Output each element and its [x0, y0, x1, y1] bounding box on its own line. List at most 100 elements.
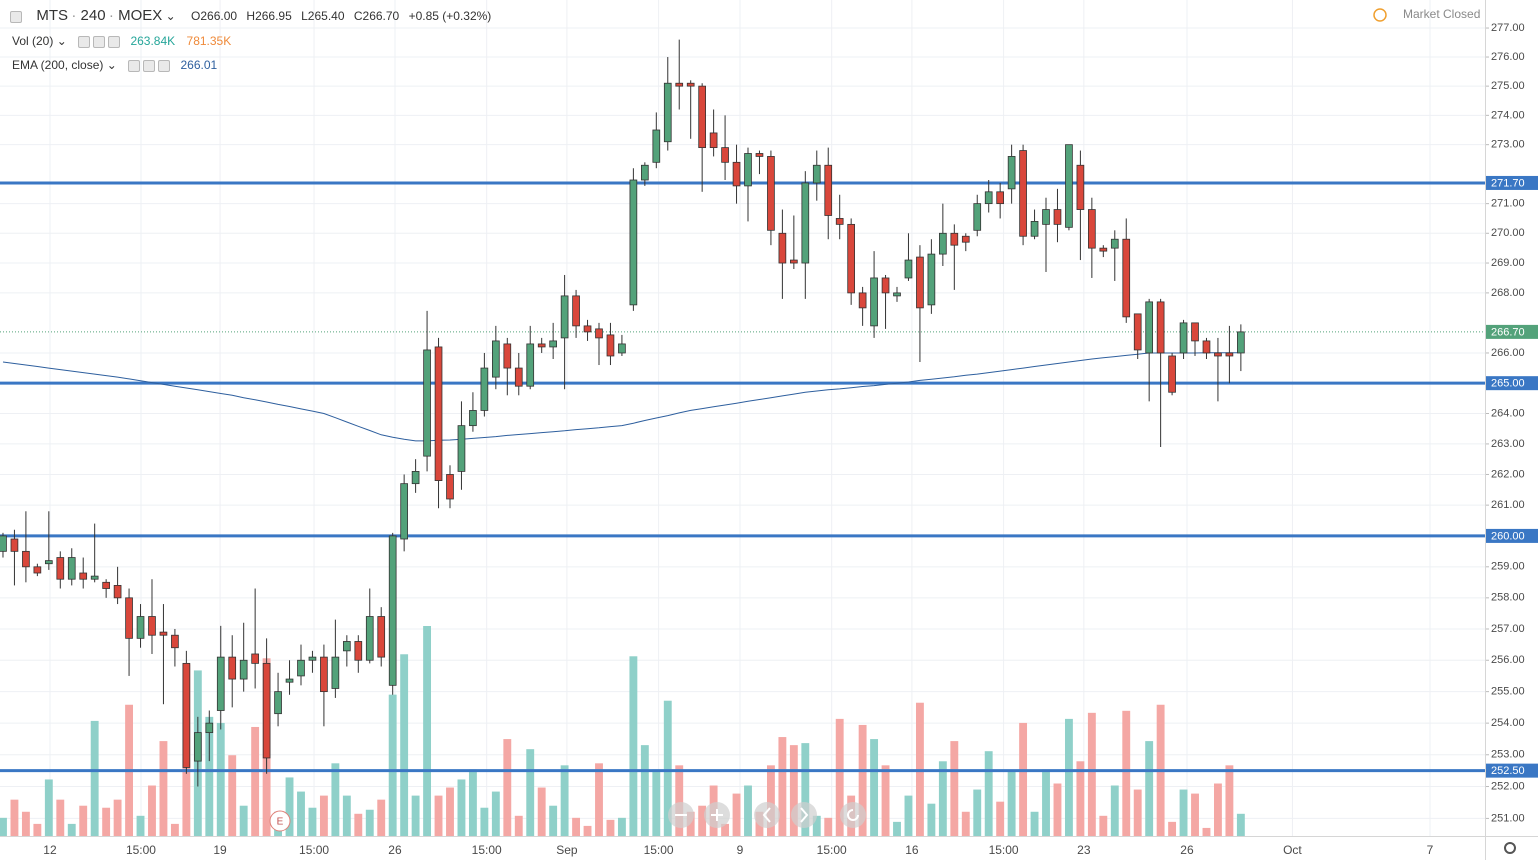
candle-body [469, 410, 477, 427]
volume-bar [629, 656, 638, 836]
candle-body [1099, 247, 1108, 252]
scroll-right-icon [800, 807, 809, 823]
reset-button[interactable] [840, 802, 866, 828]
scroll-right-button[interactable] [791, 802, 817, 828]
y-tick-label: 261.00 [1491, 499, 1525, 511]
x-tick-label: 15:00 [817, 843, 847, 857]
y-tick-label: 266.00 [1491, 347, 1525, 359]
volume-bar [285, 777, 294, 836]
ema-value: 266.01 [180, 58, 218, 72]
candle-body [56, 557, 65, 580]
volume-bar [732, 793, 741, 836]
reset-icon [847, 809, 859, 821]
volume-bar [216, 722, 225, 836]
candle-body [549, 340, 557, 348]
volume-bar [1191, 793, 1199, 836]
volume-bar [858, 724, 867, 836]
volume-bar [205, 716, 214, 836]
volume-bar [1202, 827, 1211, 836]
candle-body [365, 616, 374, 661]
candle-body [171, 634, 179, 649]
volume-bar [503, 739, 512, 836]
volume-bar [1110, 785, 1119, 836]
level-label-box [1486, 175, 1538, 190]
volume-bar [468, 769, 477, 836]
exchange: MOEX [118, 7, 163, 24]
volume-bar [1099, 815, 1108, 836]
remove-icon[interactable] [108, 35, 121, 48]
candle-body [0, 535, 7, 552]
symbol: MTS [36, 7, 69, 24]
legend-main: MTS · 240 · MOEX ⌄ O266.00 H266.95 L265.… [10, 8, 491, 24]
y-tick-label: 269.00 [1491, 257, 1525, 269]
scroll-left-button[interactable] [754, 802, 780, 828]
candle-body [102, 581, 110, 589]
candle-body [285, 678, 294, 683]
last-price-label: 266.70 [1491, 326, 1525, 338]
candle-body [400, 483, 408, 540]
candle-body [148, 616, 156, 636]
settings-small-icon[interactable] [143, 59, 156, 72]
x-tick-label: 26 [1180, 843, 1194, 857]
volume-bar [595, 763, 603, 836]
earnings-marker[interactable] [269, 810, 291, 832]
volume-bar [365, 809, 374, 836]
candle-body [1030, 221, 1039, 237]
volume-bar [1064, 718, 1073, 836]
volume-bar [938, 761, 947, 836]
volume-bar [824, 817, 833, 836]
volume-ma-value: 781.35K [186, 34, 232, 48]
x-tick-label: 15:00 [644, 843, 674, 857]
x-tick-label: 12 [43, 843, 57, 857]
y-tick-label: 271.00 [1491, 198, 1525, 210]
collapse-icon[interactable] [10, 10, 22, 23]
volume-bar [686, 811, 695, 836]
candle-body [262, 662, 271, 759]
volume-bar [33, 823, 42, 836]
candle-body [881, 277, 890, 294]
volume-bar [308, 807, 317, 836]
candle-body [583, 325, 592, 333]
volume-bar [1236, 813, 1245, 836]
candle-body [641, 164, 649, 181]
navigation-buttons[interactable] [668, 802, 866, 828]
candle-body [916, 256, 924, 309]
volume-bar [56, 799, 65, 836]
y-tick-label: 276.00 [1491, 51, 1525, 63]
volume-bar [893, 821, 901, 836]
candle-body [675, 82, 684, 87]
candle-body [537, 343, 546, 348]
eye-icon[interactable] [78, 35, 91, 48]
x-tick-label: 15:00 [472, 843, 502, 857]
volume-bar [812, 815, 821, 836]
candle-body [331, 656, 340, 689]
candle-body [159, 631, 168, 636]
volume-bar [606, 819, 615, 836]
x-tick-label: 19 [213, 843, 227, 857]
volume-bar [90, 720, 99, 836]
volume-bar [1030, 811, 1039, 836]
level-label-box [1486, 376, 1538, 391]
eye-icon[interactable] [128, 59, 141, 72]
remove-icon[interactable] [158, 59, 171, 72]
settings-icon[interactable] [1504, 842, 1516, 854]
y-tick-label: 270.00 [1491, 227, 1525, 239]
candle-body [1214, 352, 1222, 357]
candle-body [755, 153, 764, 157]
settings-small-icon[interactable] [93, 35, 106, 48]
volume-bar [778, 737, 787, 836]
volume-bar [1225, 765, 1234, 836]
volume-bar [961, 811, 970, 836]
candle-body [973, 203, 982, 231]
candle-body [67, 557, 76, 580]
candle-body [377, 616, 386, 658]
candle-body [492, 340, 500, 378]
volume-bar [973, 789, 982, 836]
volume-bar [950, 741, 959, 836]
candle-body [251, 653, 259, 664]
candle-body [297, 659, 305, 677]
candle-body [560, 295, 569, 339]
candle-body [893, 292, 901, 297]
